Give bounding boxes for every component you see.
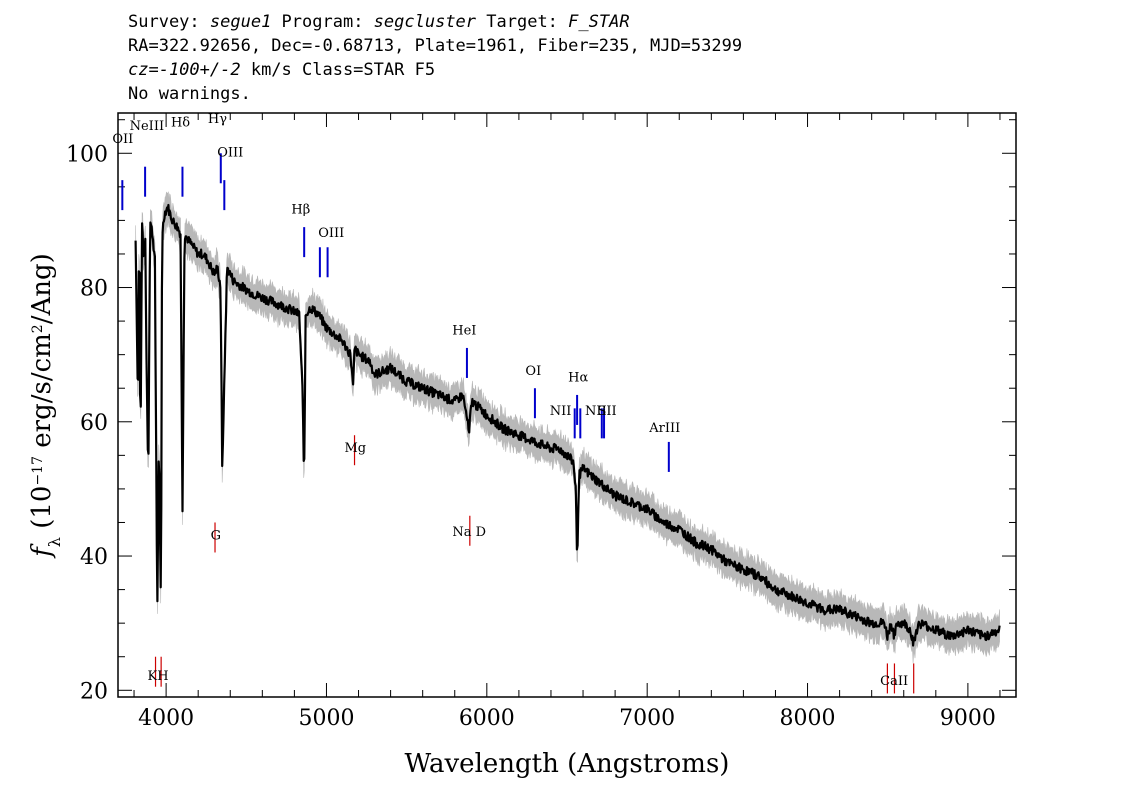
marker-label: Hα [568, 371, 588, 386]
marker-label: Hβ [291, 203, 310, 218]
y-axis-label: fλ (10−17 erg/s/cm2/Ang) [27, 253, 64, 559]
x-tick-label: 4000 [138, 706, 194, 731]
y-tick-label: 20 [80, 679, 108, 704]
marker-label: CaII [880, 674, 908, 689]
flux-error-band [135, 191, 1000, 664]
marker-label: Mg [345, 441, 367, 456]
x-tick-label: 8000 [780, 706, 836, 731]
flux-spectrum-line [134, 203, 1001, 647]
y-tick-label: 80 [80, 277, 108, 302]
marker-label: OII [112, 132, 133, 147]
plot-area-border [117, 112, 1017, 698]
x-tick-label: 9000 [940, 706, 996, 731]
x-tick-label: 7000 [619, 706, 675, 731]
header-line-warnings: No warnings. [128, 84, 251, 104]
axis-ticks: 4000 5000 6000 7000 8000 9000 20 40 60 80 100 [66, 113, 1016, 731]
marker-label: Hγ [208, 112, 227, 127]
marker-label: KH [148, 669, 169, 684]
marker-label: OIII [318, 226, 344, 241]
marker-label: Hδ [171, 115, 190, 130]
marker-label: NII [550, 404, 572, 419]
marker-label: OIII [217, 146, 243, 161]
y-tick-label: 60 [80, 411, 108, 436]
flux-line [134, 203, 1001, 647]
marker-label: ArIII [648, 421, 680, 436]
marker-label: Na D [452, 525, 486, 540]
x-tick-label: 6000 [459, 706, 515, 731]
y-tick-label: 100 [66, 142, 108, 167]
marker-label: HeI [452, 324, 476, 339]
line-markers [121, 153, 915, 694]
error-band [135, 191, 1000, 664]
marker-label: NeIII [130, 119, 164, 134]
header-line-coordinates: RA=322.92656, Dec=-0.68713, Plate=1961, … [128, 36, 743, 56]
marker-label: G [211, 528, 221, 543]
y-tick-label: 40 [80, 545, 108, 570]
x-axis-label: Wavelength (Angstroms) [405, 749, 730, 779]
x-tick-label: 5000 [298, 706, 354, 731]
marker-label: NII [585, 404, 607, 419]
marker-label: SII [597, 404, 616, 419]
plot-frame [117, 112, 1017, 698]
marker-label: OI [525, 364, 541, 379]
header-line-redshift: cz=-100+/-2 km/s Class=STAR F5 [128, 60, 436, 80]
y-axis-label-text: fλ (10−17 erg/s/cm2/Ang) [27, 253, 64, 559]
header-line-survey: Survey: segue1 Program: segcluster Targe… [128, 12, 630, 32]
